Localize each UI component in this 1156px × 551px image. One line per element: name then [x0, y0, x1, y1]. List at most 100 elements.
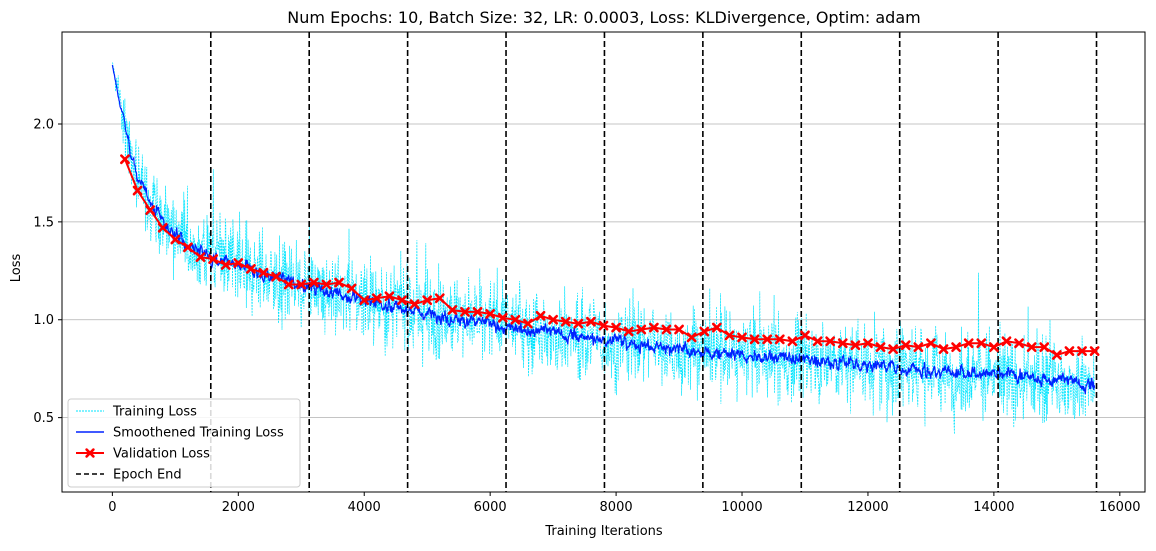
validation-point [308, 277, 319, 288]
validation-point [346, 283, 357, 294]
validation-point [245, 263, 256, 274]
validation-point [548, 314, 559, 325]
validation-point [774, 334, 785, 345]
validation-point [623, 326, 634, 337]
legend: Training Loss Smoothened Training Loss Val… [67, 398, 301, 488]
x-tick-label: 6000 [474, 500, 507, 515]
legend-marker [85, 448, 95, 458]
validation-point [926, 338, 936, 349]
validation-point [283, 279, 294, 290]
validation-point [170, 234, 181, 245]
validation-point [900, 340, 911, 351]
validation-loss-series [120, 154, 1100, 360]
validation-point [434, 293, 445, 304]
validation-point [296, 279, 307, 290]
epoch-end-lines [209, 32, 1098, 492]
validation-point [359, 295, 370, 306]
validation-point [988, 342, 999, 353]
legend-entry: Smoothened Training Loss [76, 426, 284, 441]
x-tick-label: 10000 [721, 500, 762, 515]
validation-point [611, 322, 621, 333]
validation-point [157, 222, 168, 233]
validation-point [485, 308, 496, 319]
validation-point [674, 324, 684, 335]
x-tick-label: 12000 [847, 500, 888, 515]
validation-point [258, 267, 269, 278]
validation-point [1026, 342, 1037, 353]
validation-point [422, 295, 433, 306]
validation-point [1089, 346, 1100, 356]
validation-point [812, 336, 823, 347]
validation-point [397, 295, 407, 306]
y-axis-label: Loss [9, 254, 24, 283]
validation-point [208, 254, 219, 264]
axes: 0 2000 4000 6000 8000 10000 12000 14000 16000 0.5… [33, 118, 1140, 516]
validation-point [1064, 346, 1075, 356]
validation-point [371, 293, 382, 304]
validation-point [888, 344, 899, 355]
validation-point [586, 316, 596, 327]
validation-point [497, 312, 508, 323]
validation-point [787, 336, 798, 347]
smoothened-training-loss-series [111, 64, 1096, 395]
validation-point [560, 316, 571, 327]
validation-point [800, 330, 810, 341]
validation-point [233, 258, 244, 268]
y-tick-label: 1.5 [33, 215, 54, 230]
validation-point [145, 205, 156, 216]
y-tick-label: 2.0 [33, 118, 54, 133]
validation-point [447, 305, 458, 315]
validation-point [220, 260, 231, 270]
validation-point [913, 342, 924, 353]
plot-frame [61, 31, 1146, 493]
y-tick-label: 0.5 [33, 411, 54, 426]
validation-point [636, 324, 647, 335]
validation-point [1001, 336, 1012, 347]
validation-point [510, 314, 521, 325]
validation-point [976, 338, 987, 349]
validation-point [686, 332, 697, 343]
legend-label: Training Loss [112, 405, 197, 420]
x-tick-label: 2000 [222, 500, 255, 515]
chart-title: Num Epochs: 10, Batch Size: 32, LR: 0.00… [287, 8, 920, 27]
validation-point [271, 271, 281, 282]
validation-point [409, 299, 420, 309]
validation-point [711, 322, 722, 333]
x-tick-label: 16000 [1099, 500, 1140, 515]
validation-point [460, 307, 470, 317]
validation-point [1051, 350, 1062, 360]
x-tick-label: 14000 [973, 500, 1014, 515]
legend-entry: Validation Loss [76, 447, 210, 462]
x-tick-label: 4000 [348, 500, 381, 515]
legend-label: Epoch End [113, 468, 182, 483]
legend-label: Validation Loss [113, 447, 210, 462]
validation-point [523, 318, 533, 329]
validation-point [598, 320, 609, 331]
validation-point [334, 277, 344, 288]
validation-point [1077, 346, 1087, 356]
validation-point [863, 338, 873, 349]
validation-point [120, 154, 130, 165]
validation-point [699, 326, 710, 337]
validation-point [573, 318, 584, 329]
validation-point [321, 279, 332, 290]
x-tick-label: 0 [108, 500, 116, 515]
validation-point [183, 242, 193, 253]
validation-point [737, 332, 747, 343]
validation-point [1014, 338, 1024, 349]
validation-point [132, 185, 143, 196]
validation-point [724, 330, 735, 341]
validation-point [1039, 342, 1050, 353]
legend-box [67, 398, 301, 488]
validation-point [472, 307, 483, 317]
validation-point [535, 310, 546, 321]
legend-entry: Training Loss [76, 405, 197, 420]
validation-point [749, 334, 760, 345]
legend-entry: Epoch End [76, 468, 182, 483]
validation-point [661, 324, 672, 335]
validation-point [195, 252, 206, 263]
legend-label: Smoothened Training Loss [113, 426, 284, 441]
validation-point [963, 338, 974, 349]
validation-point [825, 336, 836, 347]
